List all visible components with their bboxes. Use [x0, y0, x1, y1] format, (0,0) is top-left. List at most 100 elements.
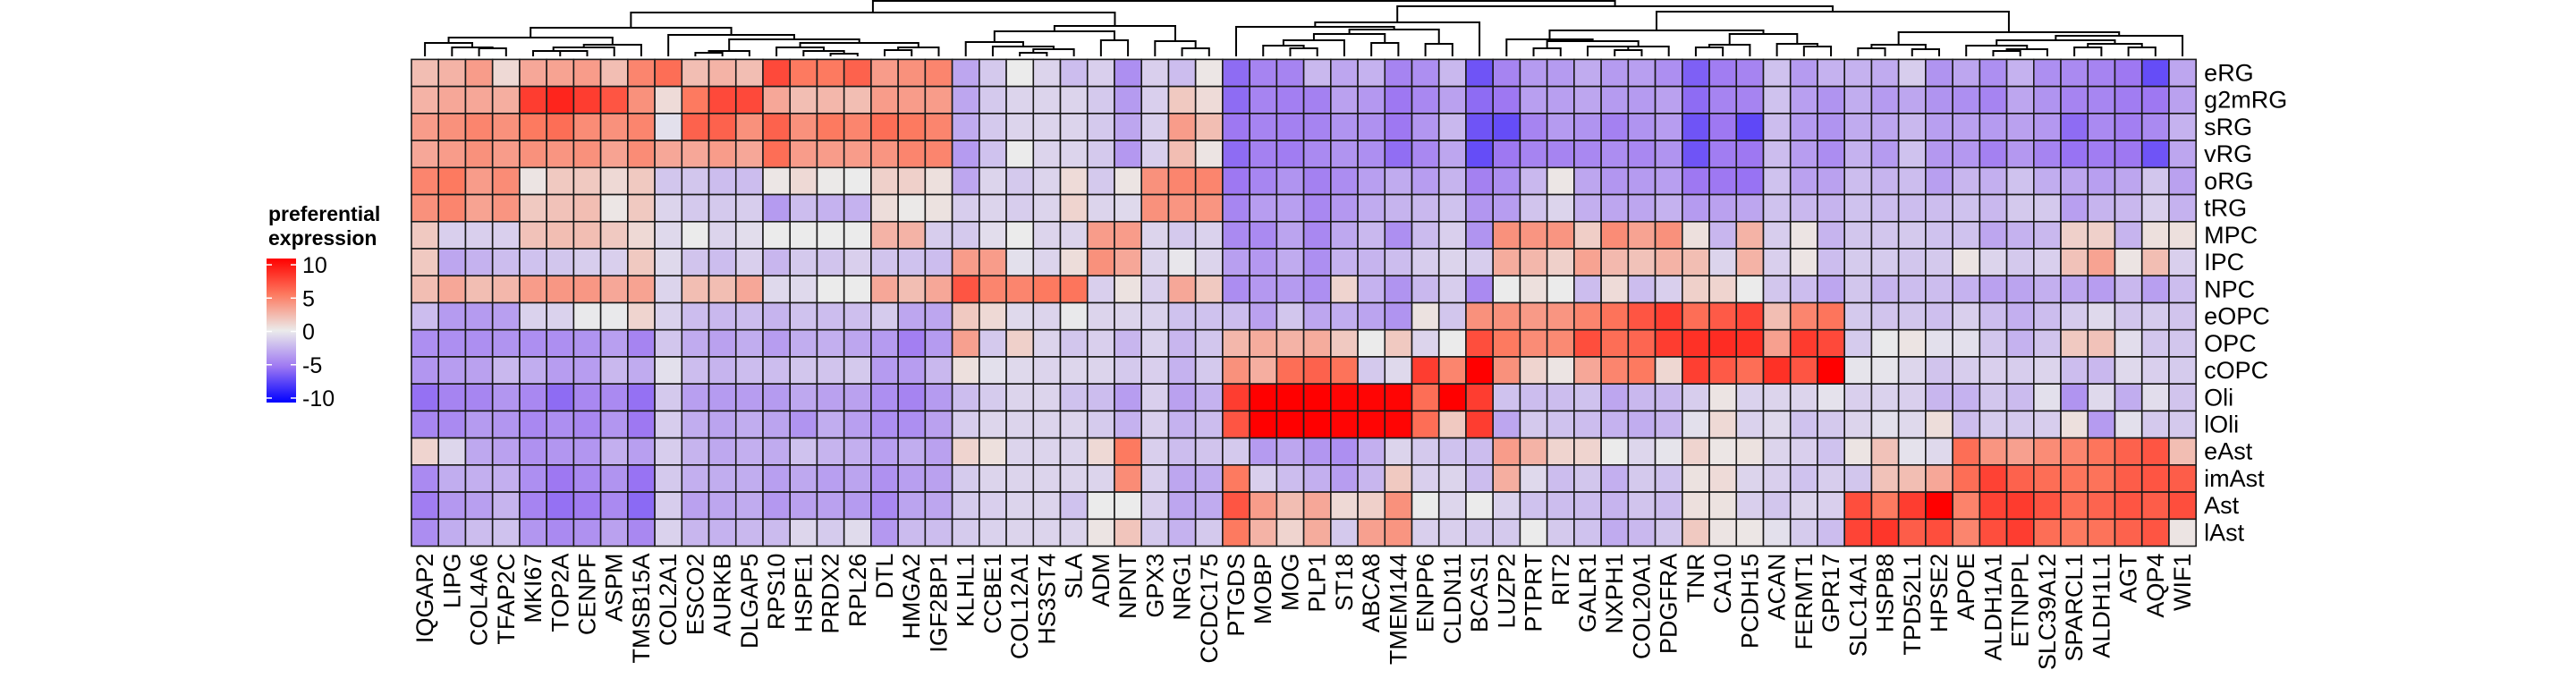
- heatmap-cell: [1194, 383, 1224, 412]
- heatmap-cell: [1465, 518, 1494, 547]
- heatmap-cell: [708, 301, 737, 331]
- heatmap-cell: [2005, 58, 2035, 88]
- heatmap-cell: [1870, 301, 1900, 331]
- row-label: lOli: [2204, 411, 2239, 438]
- heatmap-cell: [491, 301, 521, 331]
- heatmap-cell: [2168, 491, 2197, 521]
- heatmap-cell: [1654, 301, 1683, 331]
- heatmap-cell: [1086, 85, 1115, 114]
- heatmap-cell: [2114, 275, 2143, 304]
- heatmap-cell: [519, 166, 547, 196]
- heatmap-cell: [1222, 491, 1250, 521]
- heatmap-cell: [843, 275, 872, 304]
- heatmap-cell: [816, 193, 845, 223]
- heatmap-cell: [1194, 85, 1224, 114]
- heatmap-cell: [1357, 193, 1386, 223]
- heatmap-cell: [762, 491, 792, 521]
- heatmap-cell: [519, 220, 547, 250]
- heatmap-cell: [1492, 518, 1521, 547]
- heatmap-cell: [1979, 518, 2008, 547]
- heatmap-cell: [1925, 410, 1953, 439]
- heatmap-cell: [411, 248, 440, 277]
- heatmap-cell: [1249, 220, 1278, 250]
- heatmap-cell: [1735, 113, 1765, 141]
- heatmap-cell: [2140, 328, 2170, 358]
- heatmap-cell: [843, 464, 872, 493]
- column-label: AGT: [2115, 554, 2142, 604]
- heatmap-cell: [1222, 301, 1250, 331]
- heatmap-cell: [1682, 328, 1710, 358]
- heatmap-cell: [1546, 193, 1575, 223]
- heatmap-cell: [1789, 328, 1818, 358]
- heatmap-cell: [1086, 275, 1115, 304]
- heatmap-cell: [1682, 518, 1710, 547]
- heatmap-cell: [2033, 518, 2062, 547]
- heatmap-cell: [491, 58, 521, 88]
- heatmap-cell: [1357, 275, 1386, 304]
- heatmap-cell: [789, 248, 818, 277]
- heatmap-cell: [1384, 113, 1413, 141]
- heatmap-cell: [1519, 301, 1548, 331]
- heatmap-cell: [546, 193, 575, 223]
- heatmap-cell: [2060, 275, 2089, 304]
- heatmap-cell: [2087, 328, 2116, 358]
- heatmap-cell: [951, 275, 980, 304]
- heatmap-cell: [1302, 248, 1332, 277]
- heatmap-cell: [1086, 464, 1115, 493]
- heatmap-cell: [924, 383, 953, 412]
- column-label: IGF2BP1: [925, 554, 952, 653]
- heatmap-cell: [1979, 301, 2008, 331]
- heatmap-cell: [1437, 113, 1467, 141]
- heatmap-cell: [1600, 220, 1630, 250]
- heatmap-cell: [1114, 491, 1143, 521]
- heatmap-cell: [1114, 410, 1143, 439]
- heatmap-cell: [924, 410, 953, 439]
- heatmap-cell: [1817, 85, 1845, 114]
- column-label: AQP4: [2142, 554, 2169, 618]
- heatmap-cell: [1249, 275, 1278, 304]
- heatmap-cell: [1249, 58, 1278, 88]
- heatmap-cell: [1762, 491, 1792, 521]
- heatmap-cell: [2087, 464, 2116, 493]
- heatmap-cell: [519, 328, 547, 358]
- heatmap-cell: [1194, 113, 1224, 141]
- row-label: MPC: [2204, 222, 2258, 249]
- heatmap-cell: [789, 464, 818, 493]
- heatmap-cell: [897, 220, 927, 250]
- heatmap-cell: [1897, 464, 1927, 493]
- heatmap-cell: [1762, 301, 1792, 331]
- heatmap-cell: [1897, 248, 1927, 277]
- heatmap-cell: [1870, 140, 1900, 169]
- heatmap-cell: [1437, 166, 1467, 196]
- heatmap-cell: [762, 328, 792, 358]
- heatmap-cell: [491, 356, 521, 385]
- heatmap-cell: [1059, 113, 1089, 141]
- heatmap-cell: [1330, 491, 1359, 521]
- heatmap-cell: [1357, 301, 1386, 331]
- heatmap-cell: [2005, 518, 2035, 547]
- heatmap-cell: [843, 356, 872, 385]
- heatmap-cell: [1249, 113, 1278, 141]
- heatmap-cell: [1708, 356, 1738, 385]
- heatmap-cell: [1411, 328, 1440, 358]
- heatmap-cell: [1735, 140, 1765, 169]
- heatmap-cell: [789, 166, 818, 196]
- heatmap-cell: [1870, 383, 1900, 412]
- heatmap-cell: [1167, 220, 1197, 250]
- column-label: ENPP6: [1412, 554, 1439, 633]
- heatmap-cell: [1194, 437, 1224, 466]
- heatmap-cell: [897, 383, 927, 412]
- heatmap-cell: [816, 301, 845, 331]
- row-label: NPC: [2204, 276, 2255, 302]
- heatmap-cell: [411, 58, 440, 88]
- heatmap-cell: [572, 193, 602, 223]
- heatmap-cell: [1789, 410, 1818, 439]
- heatmap-cell: [2005, 275, 2035, 304]
- heatmap-cell: [1086, 140, 1115, 169]
- heatmap-cell: [654, 410, 683, 439]
- heatmap-cell: [572, 383, 602, 412]
- heatmap-cell: [519, 437, 547, 466]
- column-label: ST18: [1331, 554, 1358, 612]
- heatmap-cell: [681, 85, 710, 114]
- heatmap-cell: [1411, 140, 1440, 169]
